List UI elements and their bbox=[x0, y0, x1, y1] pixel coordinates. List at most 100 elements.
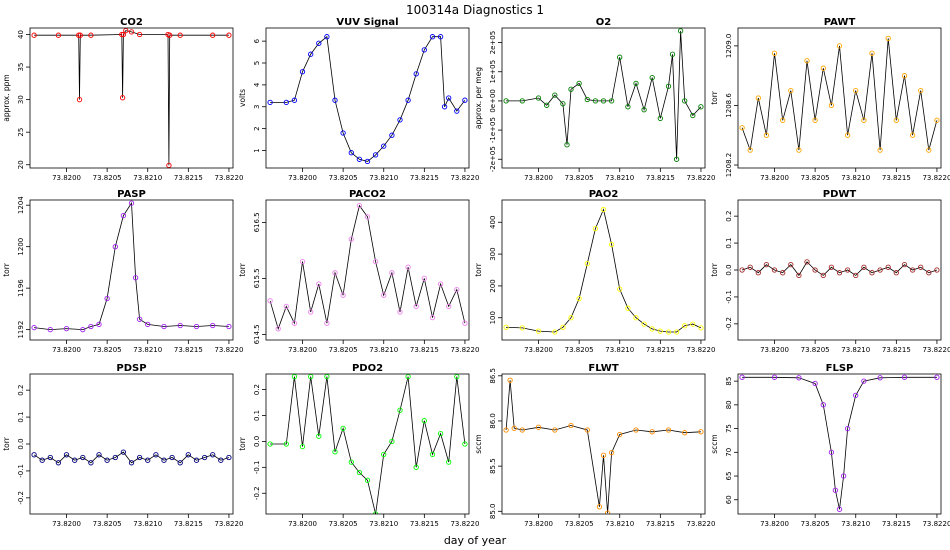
data-point bbox=[747, 264, 753, 270]
x-tick-label: 73.8220 bbox=[922, 346, 950, 354]
y-tick-label: 3 bbox=[253, 105, 261, 109]
data-point bbox=[55, 460, 62, 466]
data-point bbox=[446, 95, 452, 101]
data-point bbox=[682, 430, 688, 436]
series-line bbox=[741, 38, 938, 151]
x-tick-label: 73.8205 bbox=[93, 174, 122, 182]
series-line bbox=[34, 30, 229, 166]
y-tick-label: 1e+05 bbox=[489, 60, 497, 84]
data-point bbox=[446, 303, 452, 310]
data-point bbox=[348, 236, 354, 242]
data-point bbox=[226, 323, 232, 330]
data-point bbox=[511, 425, 517, 431]
data-point bbox=[877, 267, 883, 273]
data-point bbox=[832, 487, 839, 493]
y-tick-label: 0.2 bbox=[253, 384, 261, 395]
y-tick-label: 2e+05 bbox=[489, 31, 497, 55]
data-point bbox=[340, 292, 346, 298]
data-point bbox=[437, 430, 444, 437]
data-point bbox=[909, 132, 916, 138]
x-tick-label: 73.8210 bbox=[605, 174, 634, 182]
y-tick-label: 0.0 bbox=[253, 436, 261, 447]
data-point bbox=[804, 259, 810, 265]
series-line bbox=[505, 380, 701, 514]
data-point bbox=[564, 142, 570, 148]
x-tick-label: 73.8220 bbox=[450, 520, 479, 528]
y-tick-label: -1e+05 bbox=[489, 117, 497, 143]
data-point bbox=[739, 125, 745, 131]
panel-pdwt: PDWT torr 73.8200 73.8205 73.8210 73.8215 73.8… bbox=[710, 189, 950, 354]
data-point bbox=[177, 32, 183, 38]
x-tick-label: 73.8210 bbox=[133, 174, 162, 182]
series-line bbox=[506, 208, 702, 333]
panel-paco2: PACO2 torr 73.8200 73.8205 73.8210 73.8215 73.… bbox=[238, 189, 479, 354]
panel-pdsp: PDSP torr 73.8200 73.8205 73.8210 73.8215 73.8… bbox=[2, 363, 243, 528]
y-axis-label: torr bbox=[238, 436, 247, 450]
data-point bbox=[372, 152, 379, 158]
data-point bbox=[617, 431, 623, 438]
panel-title: VUV Signal bbox=[336, 17, 398, 28]
data-point bbox=[364, 214, 371, 220]
panel-title: PDO2 bbox=[352, 363, 383, 374]
data-point bbox=[161, 457, 167, 463]
series bbox=[31, 28, 232, 168]
data-point bbox=[828, 102, 835, 109]
data-point bbox=[283, 441, 289, 447]
data-point bbox=[299, 443, 306, 450]
data-point bbox=[104, 457, 110, 463]
data-point bbox=[161, 323, 167, 330]
data-point bbox=[308, 51, 314, 57]
data-point bbox=[405, 264, 411, 270]
panel-flwt: FLWT sccm 73.8200 73.8205 73.8210 73.8215 73.8… bbox=[474, 363, 715, 528]
data-point bbox=[901, 261, 908, 268]
data-point bbox=[421, 275, 427, 282]
y-axis-label: approx. per meg bbox=[474, 67, 483, 129]
x-tick-label: 73.8215 bbox=[410, 346, 439, 354]
data-point bbox=[136, 454, 143, 461]
y-tick-label: 4 bbox=[253, 82, 261, 87]
data-point bbox=[853, 87, 859, 94]
x-tick-label: 73.8210 bbox=[133, 346, 162, 354]
data-point bbox=[299, 258, 306, 265]
data-point bbox=[812, 117, 818, 123]
panel-title: O2 bbox=[596, 17, 612, 28]
x-tick-label: 73.8200 bbox=[760, 346, 789, 354]
x-tick-label: 73.8205 bbox=[329, 174, 358, 182]
data-point bbox=[739, 267, 745, 273]
figure-title: 100314a Diagnostics 1 bbox=[406, 3, 544, 17]
x-tick-label: 73.8215 bbox=[646, 346, 675, 354]
data-point bbox=[560, 101, 566, 107]
series bbox=[739, 374, 940, 512]
data-point bbox=[226, 454, 232, 461]
y-tick-label: 1209.0 bbox=[725, 34, 733, 59]
data-point bbox=[119, 31, 125, 38]
y-tick-label: 30 bbox=[17, 95, 25, 104]
data-point bbox=[454, 108, 460, 114]
x-tick-label: 73.8220 bbox=[450, 346, 479, 354]
x-tick-label: 73.8215 bbox=[174, 346, 203, 354]
y-tick-label: 300 bbox=[489, 247, 497, 260]
data-point bbox=[771, 50, 778, 56]
data-point bbox=[454, 286, 460, 293]
data-point bbox=[132, 275, 139, 281]
data-point bbox=[926, 147, 932, 153]
y-tick-label: 0.0 bbox=[725, 264, 733, 275]
series-line bbox=[33, 451, 230, 464]
data-point bbox=[421, 47, 427, 53]
data-point bbox=[96, 321, 102, 328]
panel-pasp: PASP torr 73.8200 73.8205 73.8210 73.8215 73.8… bbox=[2, 189, 243, 354]
y-tick-label: 200 bbox=[489, 279, 497, 292]
data-point bbox=[88, 460, 94, 466]
plot-frame bbox=[29, 27, 234, 169]
data-point bbox=[535, 328, 542, 334]
data-point bbox=[31, 324, 37, 331]
data-point bbox=[39, 457, 45, 463]
panel-vuv-signal: VUV Signal volts 73.8200 73.8205 73.8210 73.8… bbox=[238, 17, 479, 182]
plot-frame bbox=[265, 27, 470, 169]
x-tick-label: 73.8200 bbox=[760, 520, 789, 528]
data-point bbox=[877, 147, 883, 153]
x-tick-label: 73.8220 bbox=[922, 520, 950, 528]
x-tick-label: 73.8200 bbox=[288, 346, 317, 354]
panel-flsp: FLSP sccm 73.8200 73.8205 73.8210 73.8215 73.8… bbox=[710, 363, 950, 528]
